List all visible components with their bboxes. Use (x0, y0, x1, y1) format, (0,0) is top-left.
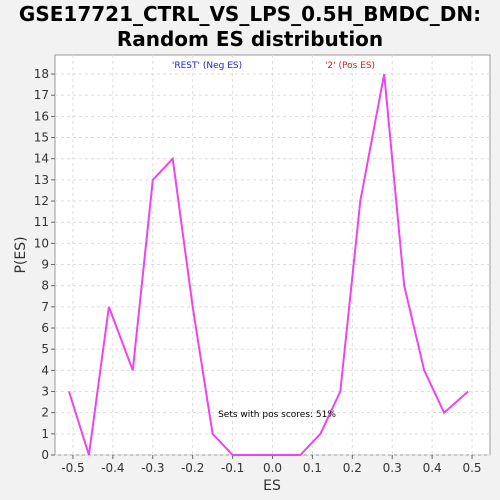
chart-title-line1: GSE17721_CTRL_VS_LPS_0.5H_BMDC_DN: (18, 2, 482, 26)
y-tick-label: 12 (34, 194, 49, 208)
y-tick-label: 11 (34, 215, 49, 229)
y-tick-label: 0 (41, 448, 49, 462)
legend-neg-label: 'REST' (Neg ES) (172, 61, 242, 71)
chart-title-line2: Random ES distribution (116, 27, 384, 51)
y-tick-label: 18 (34, 67, 49, 81)
x-tick-label: 0.2 (343, 461, 362, 475)
series-line (68, 73, 469, 456)
x-tick-label: -0.3 (141, 461, 164, 475)
x-tick-label: 0.4 (423, 461, 442, 475)
x-axis-label: ES (263, 478, 281, 494)
y-tick-label: 8 (41, 279, 49, 293)
y-tick-label: 14 (34, 152, 49, 166)
y-tick-label: 7 (41, 300, 49, 314)
chart-title: GSE17721_CTRL_VS_LPS_0.5H_BMDC_DN: Rando… (0, 2, 500, 52)
series-layer (68, 73, 469, 456)
x-tick-label: 0.5 (462, 461, 481, 475)
y-tick-label: 3 (41, 385, 49, 399)
x-tick-label: -0.2 (181, 461, 204, 475)
y-tick-label: 9 (41, 258, 49, 272)
x-tick-label: -0.4 (101, 461, 124, 475)
x-tick-label: 0.1 (303, 461, 322, 475)
y-axis-label: P(ES) (13, 236, 29, 273)
pos-scores-annotation: Sets with pos scores: 51% (218, 410, 336, 420)
y-tick-label: 15 (34, 131, 49, 145)
x-tick-label: -0.5 (61, 461, 84, 475)
y-tick-label: 2 (41, 406, 49, 420)
x-tick-label: 0.0 (263, 461, 282, 475)
x-tick-label: 0.3 (383, 461, 402, 475)
y-tick-label: 10 (34, 236, 49, 250)
y-tick-label: 4 (41, 363, 49, 377)
y-tick-label: 16 (34, 109, 49, 123)
y-tick-label: 13 (34, 173, 49, 187)
y-tick-label: 5 (41, 342, 49, 356)
y-tick-label: 17 (34, 88, 49, 102)
y-tick-label: 1 (41, 427, 49, 441)
grid-lines (55, 55, 490, 456)
legend-pos-label: '2' (Pos ES) (325, 61, 375, 71)
y-tick-label: 6 (41, 321, 49, 335)
x-tick-label: -0.1 (221, 461, 244, 475)
